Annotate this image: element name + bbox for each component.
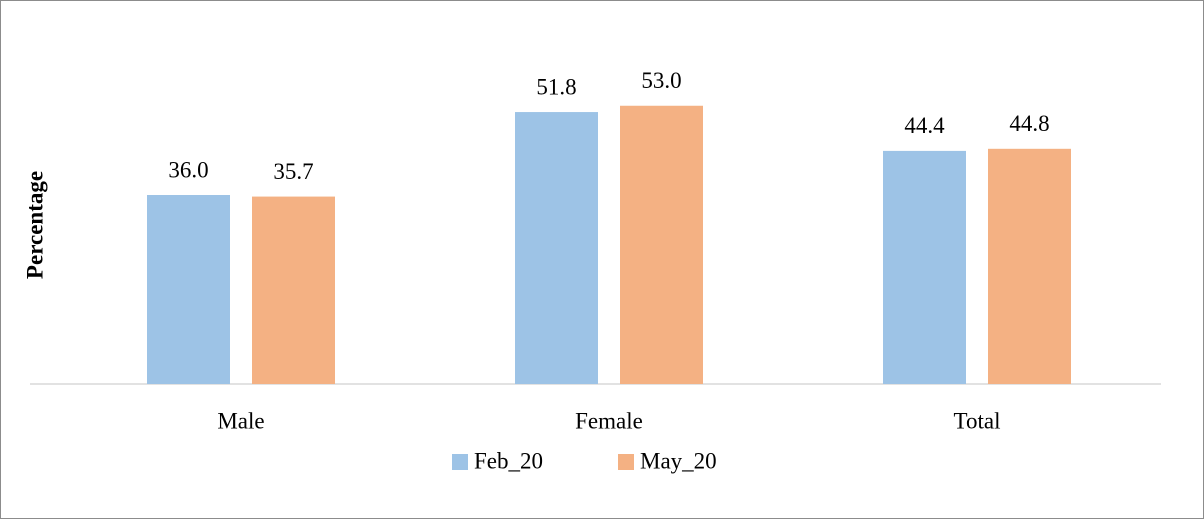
bar [147,195,230,384]
data-label: 51.8 [536,74,576,99]
legend-label: Feb_20 [474,448,543,473]
x-tick-label: Total [954,408,1001,433]
bar [883,150,966,384]
x-tick-label: Male [217,408,264,433]
data-label: 44.4 [904,113,945,138]
legend-swatch [452,454,468,470]
bar [988,148,1071,384]
bar [252,196,335,384]
bar [515,112,598,385]
data-label: 53.0 [641,68,681,93]
y-axis-title: Percentage [22,171,47,279]
x-tick-label: Female [575,408,643,433]
legend-label: May_20 [640,448,717,473]
data-label: 44.8 [1009,111,1049,136]
legend-swatch [618,454,634,470]
bar [620,105,703,384]
data-label: 35.7 [273,159,313,184]
data-label: 36.0 [168,157,208,182]
